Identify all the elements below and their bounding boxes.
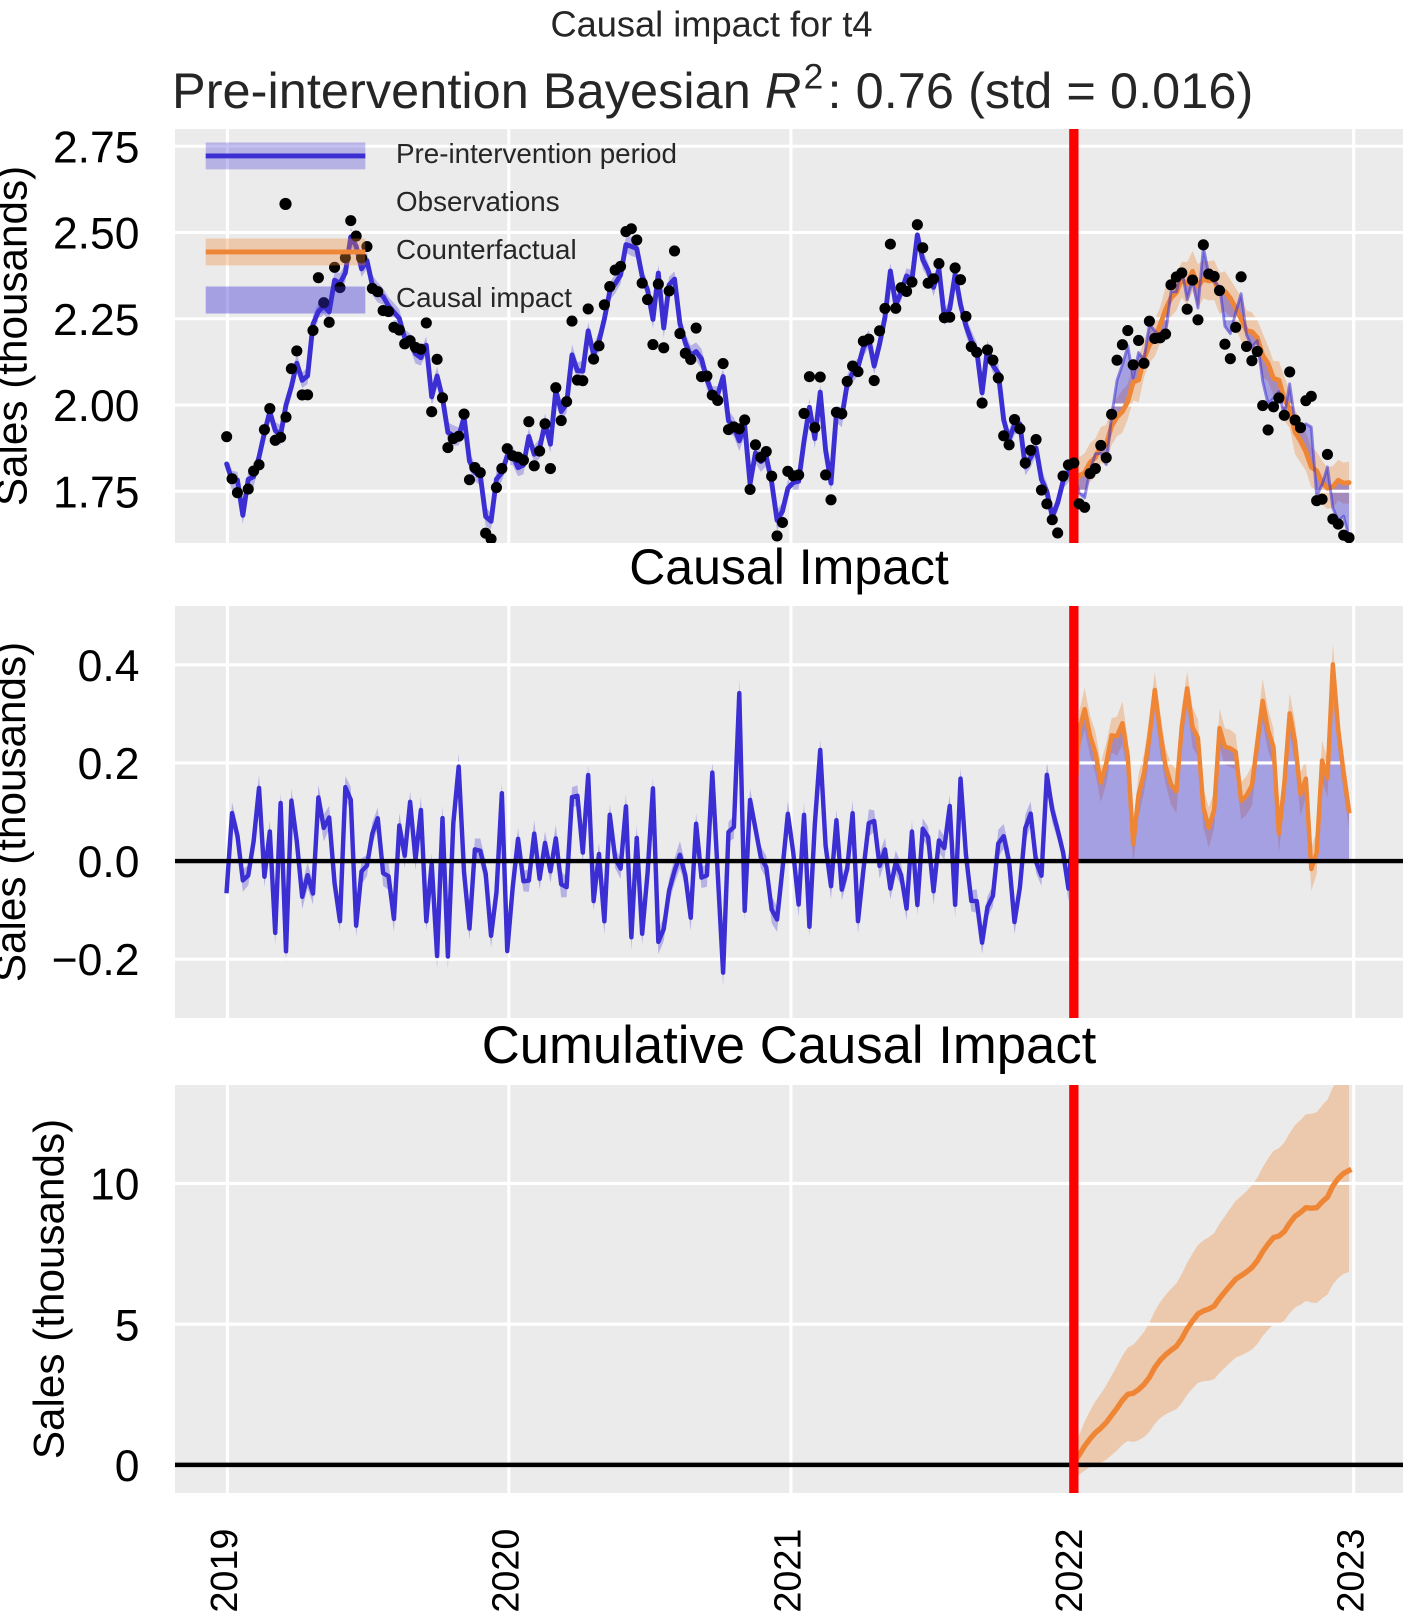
svg-text:2020: 2020	[486, 1529, 528, 1613]
svg-text:10: 10	[90, 1161, 139, 1210]
svg-text:1.75: 1.75	[53, 468, 140, 517]
svg-text:2.25: 2.25	[53, 296, 140, 345]
svg-text:2021: 2021	[768, 1529, 810, 1613]
svg-text:Sales (thousands): Sales (thousands)	[0, 642, 34, 982]
svg-text:2.00: 2.00	[53, 382, 140, 431]
svg-text:Sales (thousands): Sales (thousands)	[0, 166, 35, 506]
svg-text:P r e - i: P r e - i n t e r v e n t i o n B a y e …	[172, 58, 1263, 120]
svg-text:−0.2: −0.2	[52, 936, 140, 985]
svg-text:Pre-intervention period: Pre-intervention period	[396, 138, 677, 169]
svg-text:0: 0	[115, 1442, 140, 1491]
svg-text:Counterfactual: Counterfactual	[396, 234, 577, 265]
svg-text:2023: 2023	[1330, 1529, 1372, 1613]
svg-text:Causal impact: Causal impact	[396, 282, 572, 313]
svg-text:Causal impact for t4: Causal impact for t4	[550, 3, 872, 44]
svg-text:2022: 2022	[1049, 1529, 1091, 1613]
svg-text:Causal Impact: Causal Impact	[629, 539, 949, 595]
svg-text:Observations: Observations	[396, 186, 560, 217]
svg-text:0.4: 0.4	[78, 642, 140, 691]
svg-text:2019: 2019	[204, 1529, 246, 1613]
svg-text:0.2: 0.2	[78, 740, 140, 789]
svg-text:2.75: 2.75	[53, 123, 140, 172]
svg-text:2.50: 2.50	[53, 210, 140, 259]
svg-text:Sales (thousands): Sales (thousands)	[25, 1119, 72, 1459]
svg-text:5: 5	[115, 1301, 140, 1350]
svg-text:0.0: 0.0	[78, 838, 140, 887]
svg-text:Cumulative Causal Impact: Cumulative Causal Impact	[482, 1016, 1097, 1075]
